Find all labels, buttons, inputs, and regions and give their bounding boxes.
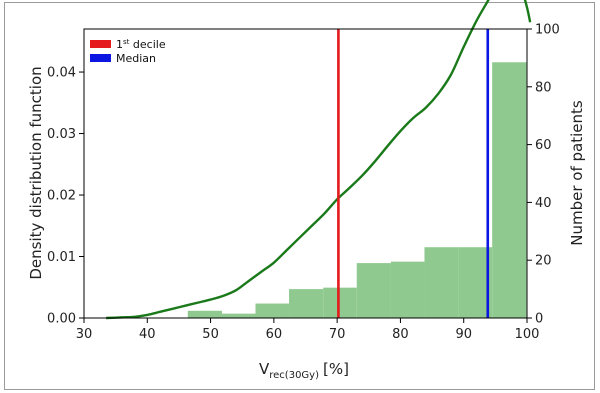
histogram-bar	[424, 247, 459, 318]
legend-swatch	[90, 54, 111, 62]
left-y-tick-label: 0.01	[47, 250, 76, 265]
histogram-bar	[221, 313, 256, 318]
left-y-tick-label: 0.03	[47, 127, 76, 142]
left-y-tick-label: 0.00	[47, 312, 76, 327]
x-axis-title: Vrec(30Gy) [%]	[259, 360, 349, 381]
x-tick-label: 40	[139, 327, 156, 342]
legend-swatch	[90, 40, 111, 48]
left-y-tick-label: 0.02	[47, 189, 76, 204]
left-y-axis-title: Density distribution function	[27, 66, 45, 279]
histogram-bar	[323, 287, 357, 318]
histogram-bar	[356, 263, 391, 318]
axes: 30 40 50 60 70 80 90 100 0.00 0.01 0.02 0.03 0.04 0 20…	[47, 23, 560, 343]
right-y-tick-label: 80	[535, 80, 552, 95]
axis-titles: Vrec(30Gy) [%] Density distribution funct…	[27, 66, 586, 381]
histogram-bar	[255, 303, 290, 318]
x-tick-label: 60	[266, 327, 283, 342]
right-y-axis-title: Number of patients	[568, 100, 586, 246]
x-tick-label: 90	[455, 327, 472, 342]
x-tick-label: 100	[515, 327, 540, 342]
right-y-tick-label: 20	[535, 254, 552, 269]
x-tick-label: 80	[392, 327, 409, 342]
density-curve-layer	[106, 0, 532, 320]
histogram-bars	[187, 62, 527, 318]
vertical-lines	[337, 29, 490, 318]
left-y-tick-label: 0.04	[47, 66, 76, 81]
legend-label: Median	[116, 52, 156, 65]
legend-label: 1st decile	[116, 38, 166, 51]
x-tick-label: 30	[76, 327, 93, 342]
histogram-bar	[390, 261, 425, 318]
plot-frame	[83, 28, 528, 319]
x-tick-label: 50	[202, 327, 219, 342]
right-y-tick-label: 40	[535, 196, 552, 211]
histogram-bar	[289, 289, 324, 318]
figure-frame	[4, 2, 595, 390]
histogram-bar	[492, 62, 527, 318]
right-y-tick-label: 100	[535, 23, 560, 38]
x-tick-label: 70	[329, 327, 346, 342]
right-y-tick-label: 60	[535, 138, 552, 153]
right-y-tick-label: 0	[535, 312, 543, 327]
density-curve	[106, 0, 532, 320]
histogram-bar	[187, 310, 222, 318]
